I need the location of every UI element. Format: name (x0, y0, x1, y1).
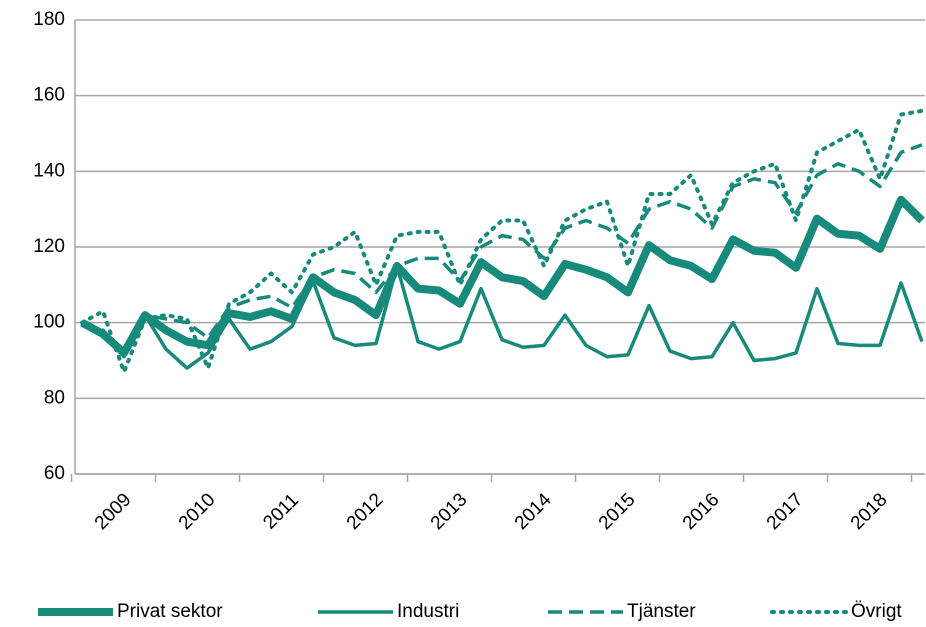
x-tick-label: 2016 (679, 489, 724, 534)
x-tick-label: 2013 (427, 489, 472, 534)
x-tick-label: 2010 (175, 489, 220, 534)
y-tick-label: 60 (44, 463, 65, 484)
y-tick-label: 80 (44, 387, 65, 408)
x-tick-label: 2009 (91, 489, 136, 534)
legend-label: Övrigt (851, 601, 902, 622)
x-tick-label: 2011 (259, 490, 303, 534)
x-tick-label: 2014 (511, 489, 556, 534)
x-tick-label: 2012 (343, 489, 388, 534)
series-line (81, 143, 923, 355)
legend-label: Industri (397, 601, 459, 622)
x-tick-label: 2018 (847, 489, 892, 534)
y-tick-label: 120 (33, 236, 65, 257)
legend-label: Privat sektor (117, 601, 223, 622)
y-tick-label: 100 (33, 312, 65, 333)
y-tick-label: 160 (33, 85, 65, 106)
x-tick-label: 2015 (595, 489, 640, 534)
series-line (80, 108, 924, 374)
x-tick-label: 2017 (763, 489, 808, 534)
y-tick-label: 180 (33, 9, 65, 30)
y-tick-label: 140 (33, 160, 65, 181)
legend-label: Tjänster (627, 601, 696, 622)
